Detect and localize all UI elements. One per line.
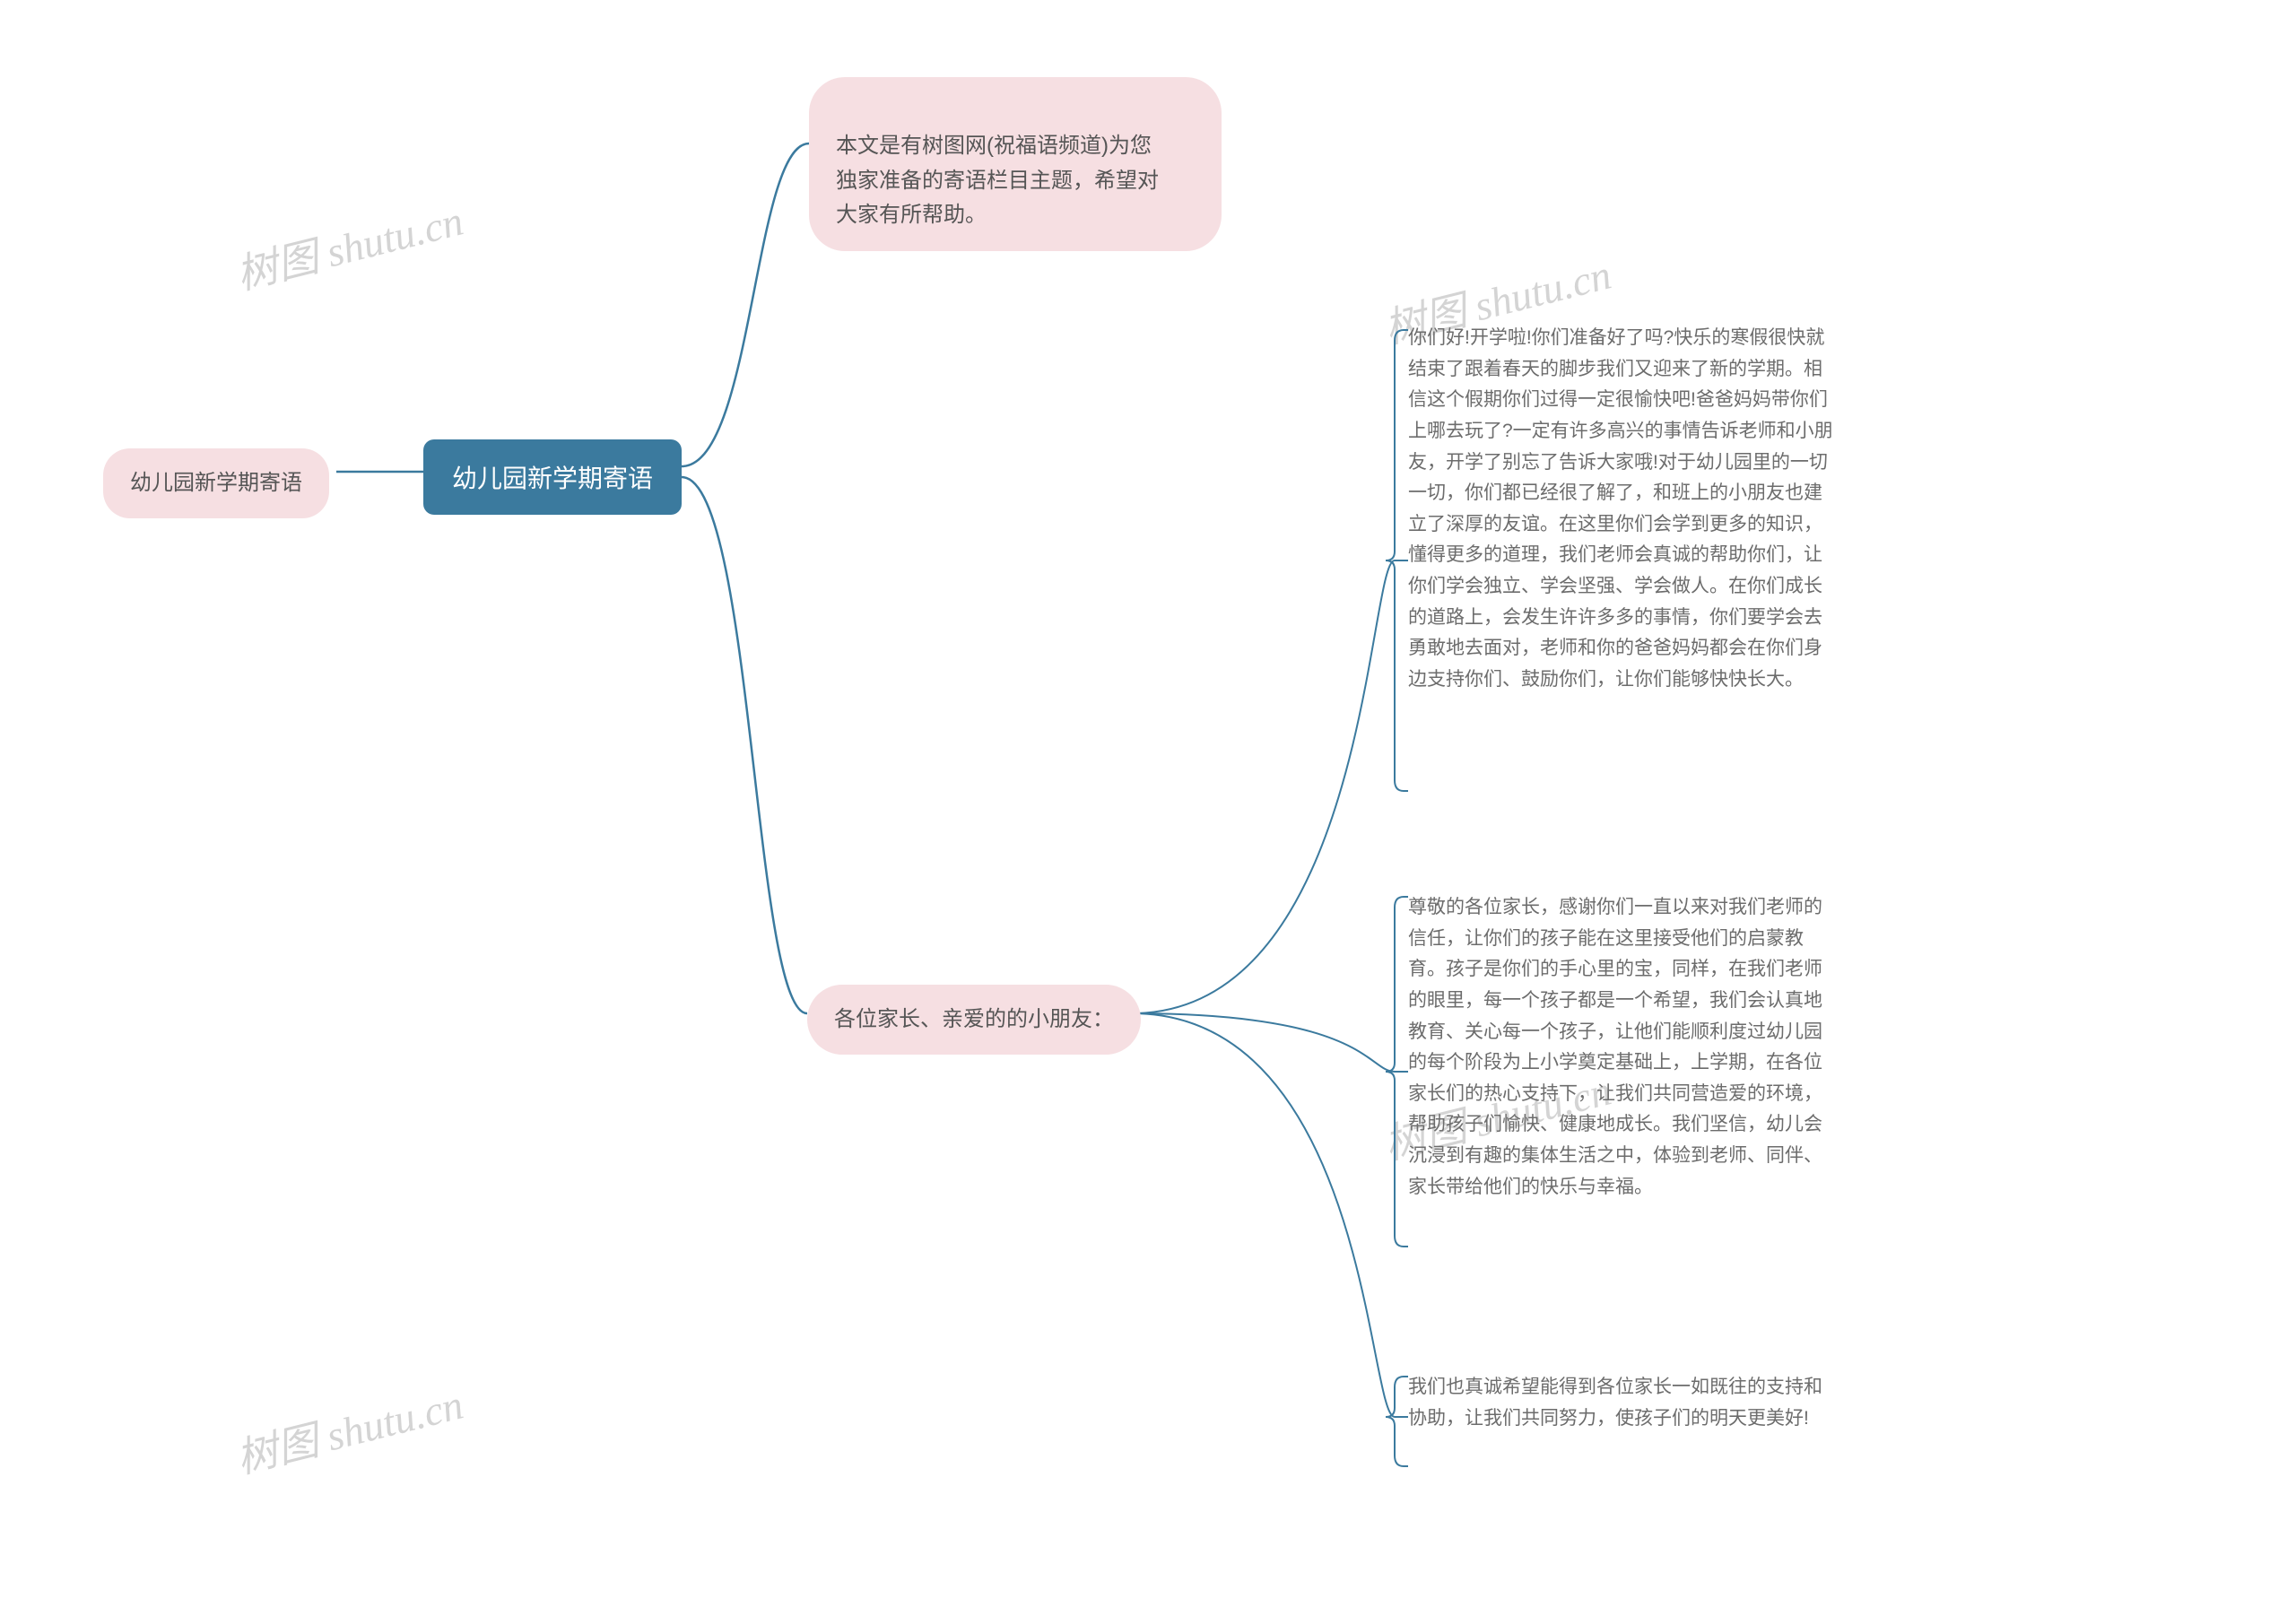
left-mirror-node[interactable]: 幼儿园新学期寄语	[103, 448, 329, 518]
branch-greeting-label: 各位家长、亲爱的的小朋友：	[834, 1007, 1114, 1031]
branch-intro[interactable]: 本文是有树图网(祝福语频道)为您 独家准备的寄语栏目主题，希望对 大家有所帮助。	[809, 77, 1222, 251]
leaf-parents-message: 尊敬的各位家长，感谢你们一直以来对我们老师的信任，让你们的孩子能在这里接受他们的…	[1408, 892, 1839, 1203]
left-node-label: 幼儿园新学期寄语	[130, 471, 302, 495]
root-label: 幼儿园新学期寄语	[452, 465, 653, 492]
branch-intro-label: 本文是有树图网(祝福语频道)为您 独家准备的寄语栏目主题，希望对 大家有所帮助。	[836, 134, 1159, 227]
leaf-1-text: 你们好!开学啦!你们准备好了吗?快乐的寒假很快就结束了跟着春天的脚步我们又迎来了…	[1408, 327, 1833, 690]
leaf-2-text: 尊敬的各位家长，感谢你们一直以来对我们老师的信任，让你们的孩子能在这里接受他们的…	[1408, 897, 1822, 1197]
mindmap-canvas: { "watermarks": { "text": "树图 shutu.cn",…	[0, 0, 2296, 1616]
root-node[interactable]: 幼儿园新学期寄语	[423, 439, 682, 515]
branch-greeting[interactable]: 各位家长、亲爱的的小朋友：	[807, 985, 1141, 1055]
leaf-closing-message: 我们也真诚希望能得到各位家长一如既往的支持和协助，让我们共同努力，使孩子们的明天…	[1408, 1372, 1839, 1434]
leaf-children-message: 你们好!开学啦!你们准备好了吗?快乐的寒假很快就结束了跟着春天的脚步我们又迎来了…	[1408, 323, 1839, 696]
leaf-3-text: 我们也真诚希望能得到各位家长一如既往的支持和协助，让我们共同努力，使孩子们的明天…	[1408, 1377, 1822, 1429]
